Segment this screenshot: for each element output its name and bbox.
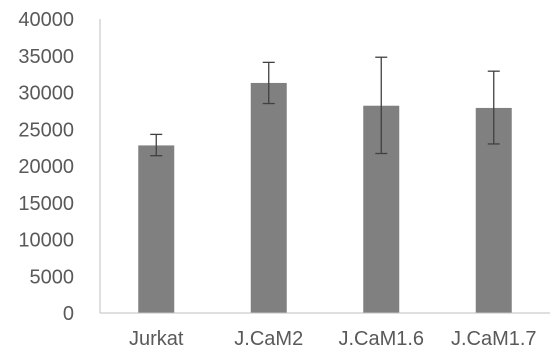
y-tick-label-2: 10000: [18, 230, 74, 252]
y-tick-label-5: 25000: [18, 119, 74, 141]
x-tick-label-1: J.CaM2: [234, 328, 303, 350]
x-axis-labels: Jurkat J.CaM2 J.CaM1.6 J.CaM1.7: [129, 328, 537, 350]
y-tick-label-3: 15000: [18, 193, 74, 215]
y-tick-label-6: 30000: [18, 83, 74, 105]
y-tick-label-4: 20000: [18, 156, 74, 178]
x-tick-label-3: J.CaM1.7: [451, 328, 537, 350]
x-tick-label-2: J.CaM1.6: [338, 328, 424, 350]
y-tick-label-1: 5000: [30, 266, 75, 288]
y-tick-label-7: 35000: [18, 46, 74, 68]
axes-group: [99, 19, 550, 314]
y-tick-label-0: 0: [63, 303, 74, 325]
error-bars-group: [150, 56, 500, 157]
bar-j-cam2: [250, 82, 287, 313]
x-tick-label-0: Jurkat: [129, 328, 184, 350]
bars-group: [138, 82, 512, 313]
y-axis-ticks: 0 5000 10000 15000 20000 25000 30000 35000 40000: [18, 9, 74, 325]
y-tick-label-8: 40000: [18, 9, 74, 31]
bar-jurkat: [138, 145, 175, 313]
